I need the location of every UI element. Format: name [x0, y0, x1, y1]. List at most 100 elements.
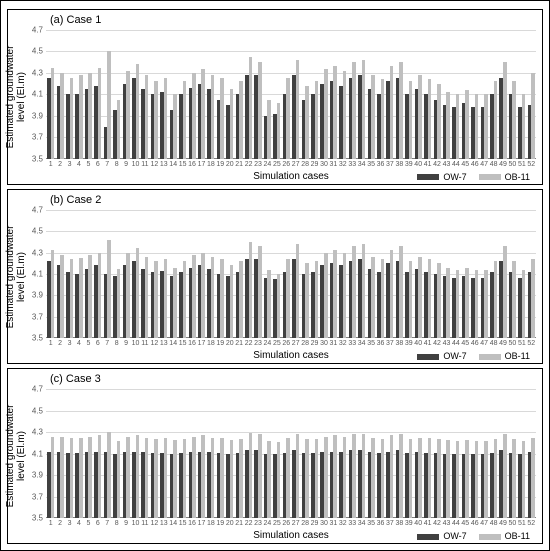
bar-ob11	[456, 270, 460, 339]
x-tick: 3	[68, 340, 72, 347]
bar-pair	[160, 389, 167, 518]
bar-ob11	[145, 75, 149, 159]
x-tick: 40	[414, 340, 422, 347]
bar-ob11	[145, 257, 149, 338]
x-tick: 45	[461, 340, 469, 347]
y-tick: 4.7	[32, 385, 43, 394]
x-tick: 1	[49, 340, 53, 347]
x-tick: 38	[395, 161, 403, 168]
legend-item-ob11: OB-11	[479, 172, 530, 182]
bar-ob11	[324, 69, 328, 159]
bar-pair	[368, 30, 375, 159]
y-tick: 4.7	[32, 26, 43, 35]
bar-pair	[311, 30, 318, 159]
legend-swatch-ob11	[479, 354, 501, 360]
legend: OW-7OB-11	[417, 531, 530, 541]
bar-pair	[283, 389, 290, 518]
x-tick: 9	[124, 340, 128, 347]
bar-ob11	[494, 261, 498, 338]
bar-pair	[189, 210, 196, 339]
x-tick: 21	[235, 520, 243, 527]
x-tick: 5	[86, 520, 90, 527]
bar-pair	[226, 210, 233, 339]
bar-ob11	[136, 64, 140, 158]
bar-ob11	[249, 57, 253, 159]
bar-ob11	[475, 94, 479, 158]
legend-swatch-ow7	[417, 174, 439, 180]
panel-2: (b) Case 2Estimated groundwater level (E…	[7, 189, 543, 365]
bar-ob11	[371, 438, 375, 518]
y-tick: 3.5	[32, 334, 43, 343]
bar-ob11	[79, 75, 83, 159]
bar-pair	[236, 210, 243, 339]
bar-ob11	[173, 268, 177, 339]
bar-ob11	[183, 439, 187, 518]
x-tick: 27	[292, 340, 300, 347]
plot-area: 3.53.73.94.14.34.54.7	[46, 30, 536, 159]
bar-ob11	[371, 75, 375, 159]
bar-ob11	[286, 78, 290, 158]
bar-pair	[226, 389, 233, 518]
bar-ob11	[362, 60, 366, 159]
bar-pair	[264, 30, 271, 159]
bar-ob11	[503, 246, 507, 338]
bar-pair	[499, 30, 506, 159]
bar-pair	[415, 30, 422, 159]
bar-ob11	[201, 69, 205, 159]
x-tick: 50	[509, 161, 517, 168]
bar-ob11	[522, 441, 526, 518]
bar-pair	[170, 210, 177, 339]
bar-ob11	[79, 438, 83, 518]
x-tick: 19	[216, 161, 224, 168]
x-tick: 37	[386, 161, 394, 168]
bar-pair	[358, 30, 365, 159]
bar-pair	[189, 389, 196, 518]
bar-ob11	[126, 437, 130, 518]
bar-pair	[254, 30, 261, 159]
bar-pair	[509, 210, 516, 339]
bar-ob11	[220, 259, 224, 338]
bar-ob11	[465, 440, 469, 518]
y-tick: 4.5	[32, 47, 43, 56]
bar-ob11	[409, 439, 413, 518]
x-tick: 46	[471, 520, 479, 527]
bar-pair	[160, 210, 167, 339]
bar-ob11	[70, 438, 74, 518]
x-tick: 47	[480, 161, 488, 168]
x-tick: 29	[311, 161, 319, 168]
x-tick: 18	[207, 161, 215, 168]
bar-ob11	[315, 81, 319, 158]
x-tick: 26	[282, 520, 290, 527]
y-tick: 4.7	[32, 205, 43, 214]
bar-pair	[302, 210, 309, 339]
y-tick: 4.3	[32, 68, 43, 77]
x-tick: 24	[264, 520, 272, 527]
bar-ob11	[51, 68, 55, 159]
x-tick: 44	[452, 340, 460, 347]
x-tick: 39	[405, 161, 413, 168]
x-tick: 29	[311, 520, 319, 527]
x-tick: 19	[216, 520, 224, 527]
bar-pair	[292, 30, 299, 159]
bar-ob11	[343, 71, 347, 159]
bar-pair	[415, 210, 422, 339]
x-tick: 21	[235, 340, 243, 347]
y-tick: 3.9	[32, 471, 43, 480]
x-tick: 50	[509, 340, 517, 347]
y-axis-label: Estimated groundwater level (El.m)	[5, 37, 27, 157]
x-tick: 21	[235, 161, 243, 168]
bar-pair	[358, 389, 365, 518]
x-tick: 47	[480, 340, 488, 347]
bar-pair	[481, 389, 488, 518]
x-tick: 13	[160, 161, 168, 168]
x-tick: 2	[58, 161, 62, 168]
bar-ob11	[211, 257, 215, 338]
bar-pair	[217, 389, 224, 518]
bar-ob11	[258, 62, 262, 159]
bar-pair	[518, 30, 525, 159]
bar-pair	[339, 389, 346, 518]
x-tick: 48	[490, 520, 498, 527]
bar-pair	[94, 210, 101, 339]
bar-pair	[434, 389, 441, 518]
x-tick: 4	[77, 340, 81, 347]
